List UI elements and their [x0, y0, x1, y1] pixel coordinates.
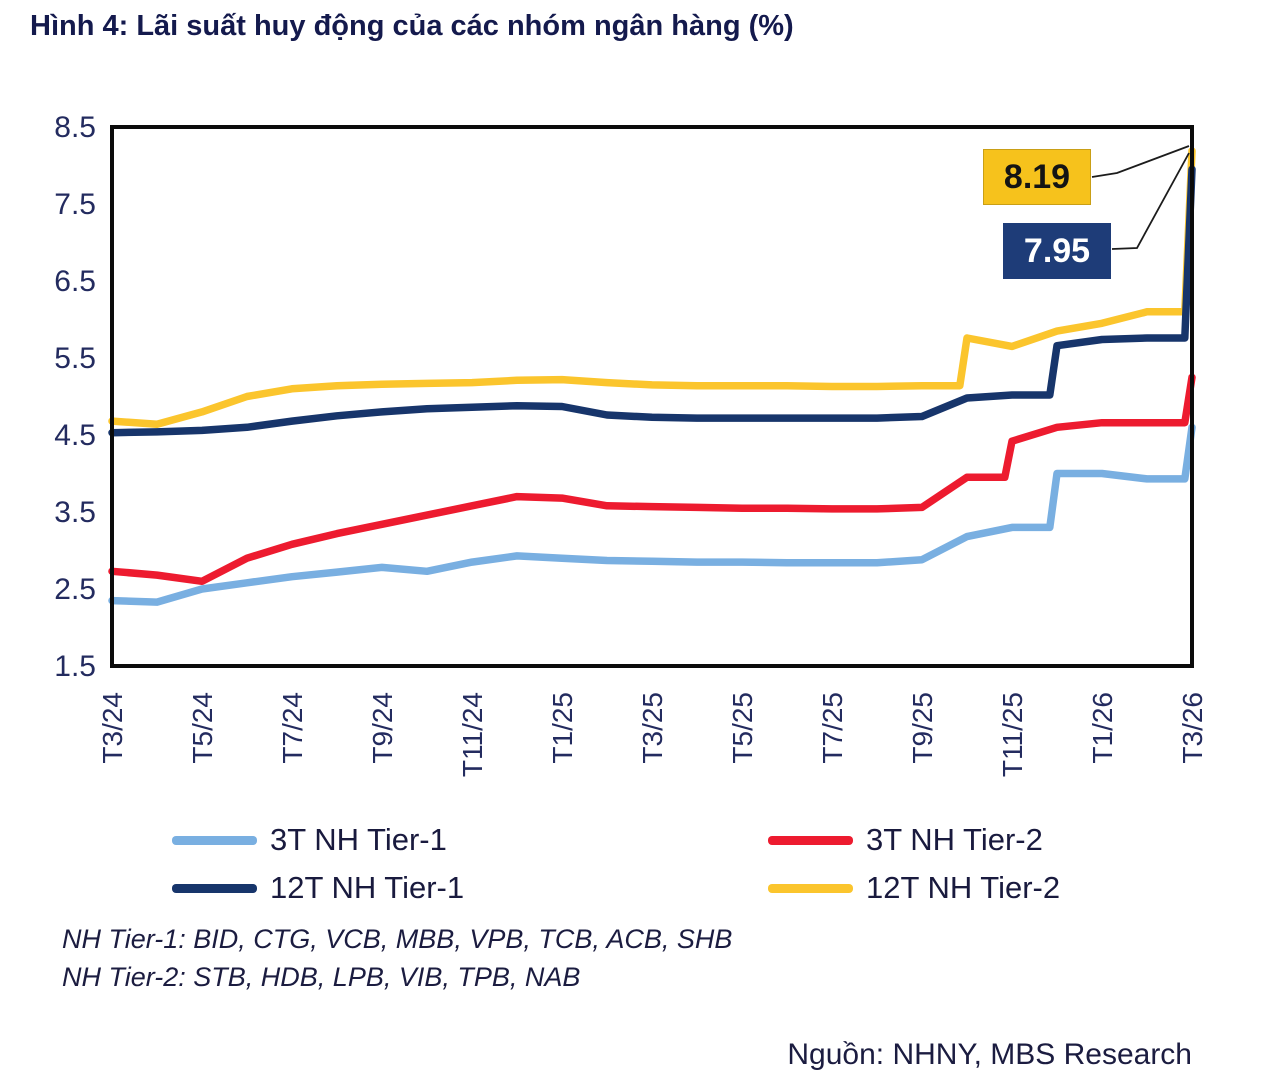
legend-item: 3T NH Tier-2: [768, 822, 1132, 858]
legend-item: 12T NH Tier-2: [768, 870, 1132, 906]
x-tick-label: T11/24: [457, 692, 488, 777]
x-tick-label: T11/25: [997, 692, 1028, 777]
callout-leader-yellow: [1091, 145, 1190, 178]
callout-12t-tier1: 7.95: [1003, 223, 1111, 279]
series-line-3t-nh-tier-1: [108, 423, 1196, 606]
series-line-12t-nh-tier-2: [108, 147, 1196, 428]
x-tick-label: T9/25: [907, 692, 938, 764]
series-line-3t-nh-tier-2: [108, 373, 1196, 586]
legend-item: 12T NH Tier-1: [172, 870, 768, 906]
x-tick-label: T1/26: [1087, 692, 1118, 764]
y-tick-label: 1.5: [54, 650, 96, 683]
figure-title: Hình 4: Lãi suất huy động của các nhóm n…: [30, 10, 794, 42]
source-note: Nguồn: NHNY, MBS Research: [787, 1038, 1192, 1071]
y-tick-label: 5.5: [54, 342, 96, 375]
legend-label: 12T NH Tier-1: [270, 870, 465, 905]
callout-leader-navy: [1111, 152, 1190, 250]
legend-color-swatch: [172, 883, 257, 893]
legend: 3T NH Tier-1 3T NH Tier-2 12T NH Tier-1 12T…: [172, 816, 1132, 912]
series-line-12t-nh-tier-1: [108, 165, 1196, 437]
footnote-tier1: NH Tier-1: BID, CTG, VCB, MBB, VPB, TCB,…: [62, 924, 733, 954]
y-tick-label: 6.5: [54, 265, 96, 298]
legend-color-swatch: [768, 883, 853, 893]
callout-12t-tier2: 8.19: [983, 149, 1091, 205]
y-tick-label: 2.5: [54, 573, 96, 606]
y-tick-label: 4.5: [54, 419, 96, 452]
legend-color-swatch: [768, 835, 853, 845]
y-tick-label: 8.5: [54, 111, 96, 144]
x-tick-label: T3/25: [637, 692, 668, 764]
plot-border: [110, 125, 1194, 668]
legend-color-swatch: [172, 835, 257, 845]
x-tick-label: T7/24: [277, 692, 308, 764]
legend-item: 3T NH Tier-1: [172, 822, 768, 858]
x-tick-label: T3/24: [97, 692, 128, 764]
x-tick-label: T7/25: [817, 692, 848, 764]
footnotes: NH Tier-1: BID, CTG, VCB, MBB, VPB, TCB,…: [62, 920, 732, 996]
legend-label: 12T NH Tier-2: [866, 870, 1061, 905]
x-tick-label: T9/24: [367, 692, 398, 764]
x-tick-label: T5/25: [727, 692, 758, 764]
y-tick-label: 3.5: [54, 496, 96, 529]
x-tick-label: T5/24: [187, 692, 218, 764]
line-chart: 1.5 2.5 3.5 4.5 5.5 6.5 7.5 8.5 T3/24 T5/24 T7/24 T…: [54, 111, 1208, 777]
callout-12t-tier2-value: 8.19: [1003, 157, 1071, 196]
callout-12t-tier1-value: 7.95: [1023, 231, 1091, 270]
legend-label: 3T NH Tier-2: [866, 822, 1043, 857]
footnote-tier2: NH Tier-2: STB, HDB, LPB, VIB, TPB, NAB: [62, 962, 581, 992]
x-tick-label: T3/26: [1177, 692, 1208, 764]
y-tick-label: 7.5: [54, 188, 96, 221]
x-tick-label: T1/25: [547, 692, 578, 764]
legend-label: 3T NH Tier-1: [270, 822, 447, 857]
